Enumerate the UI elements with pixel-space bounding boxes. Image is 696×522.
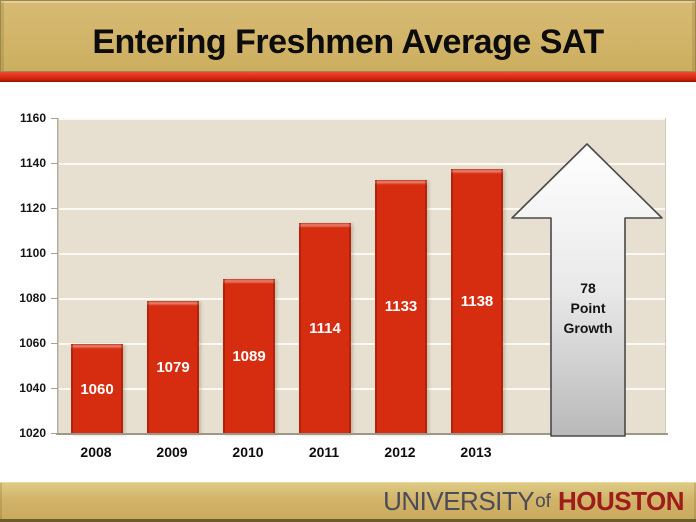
x-axis-label-2012: 2012 bbox=[384, 444, 416, 460]
x-axis-label-2013: 2013 bbox=[460, 444, 492, 460]
bar-value-label: 1060 bbox=[80, 380, 114, 398]
sat-bar-chart: 1060 1079 1089 1114 1133 1138 1020 1040 1060 108… bbox=[0, 92, 696, 472]
growth-line-2: Point bbox=[570, 300, 606, 316]
bar-value-label: 1133 bbox=[384, 298, 418, 316]
y-axis-label-1120: 1120 bbox=[19, 201, 46, 215]
bar-2008: 1060 bbox=[71, 344, 123, 434]
bar-2012: 1133 bbox=[375, 179, 427, 434]
gridline-1140 bbox=[59, 163, 665, 165]
y-axis-label-1060: 1060 bbox=[19, 336, 46, 350]
y-axis-label-1040: 1040 bbox=[19, 381, 46, 395]
y-axis-label-1020: 1020 bbox=[19, 426, 46, 440]
x-axis-label-2011: 2011 bbox=[308, 444, 340, 460]
bar-value-label: 1138 bbox=[460, 292, 494, 310]
gridline-1080 bbox=[59, 298, 665, 300]
x-axis-line bbox=[56, 433, 668, 435]
growth-up-arrow-icon bbox=[511, 143, 663, 437]
y-tick-1020 bbox=[51, 433, 58, 434]
growth-line-3: Growth bbox=[563, 320, 613, 336]
gridline-1060 bbox=[59, 343, 665, 345]
y-tick-1120 bbox=[51, 208, 58, 209]
bar-2011: 1114 bbox=[299, 222, 351, 434]
bar-value-label: 1114 bbox=[309, 319, 341, 337]
y-axis-label-1080: 1080 bbox=[19, 291, 46, 305]
bar-2013: 1138 bbox=[451, 168, 503, 434]
y-tick-1080 bbox=[51, 298, 58, 299]
bar-value-label: 1079 bbox=[156, 359, 190, 377]
x-axis-label-2008: 2008 bbox=[80, 444, 112, 460]
y-tick-1140 bbox=[51, 163, 58, 164]
y-axis-label-1160: 1160 bbox=[19, 111, 46, 125]
brand-of-text: of bbox=[535, 491, 551, 512]
brand-university-text: UNIVERSITY bbox=[383, 485, 535, 516]
footer-brand-bar: UNIVERSITY of HOUSTON bbox=[0, 482, 696, 522]
x-axis-label-2009: 2009 bbox=[156, 444, 188, 460]
gridline-1160 bbox=[59, 118, 665, 120]
growth-annotation: 78 Point Growth bbox=[523, 278, 653, 338]
brand-houston-text: HOUSTON bbox=[557, 485, 685, 516]
gridline-1100 bbox=[59, 253, 665, 255]
bar-2009: 1079 bbox=[147, 301, 199, 434]
x-axis-label-2010: 2010 bbox=[232, 444, 264, 460]
y-axis-label-1100: 1100 bbox=[19, 246, 46, 260]
title-bar: Entering Freshmen Average SAT bbox=[0, 0, 696, 72]
y-tick-1100 bbox=[51, 253, 58, 254]
title-accent-stripe bbox=[0, 72, 696, 82]
y-tick-1040 bbox=[51, 388, 58, 389]
y-axis-line bbox=[57, 118, 58, 433]
y-axis-label-1140: 1140 bbox=[19, 156, 46, 170]
slide-title: Entering Freshmen Average SAT bbox=[92, 23, 604, 61]
bar-2010: 1089 bbox=[223, 278, 275, 434]
y-tick-1060 bbox=[51, 343, 58, 344]
growth-line-1: 78 bbox=[580, 280, 596, 296]
y-tick-1160 bbox=[51, 118, 58, 119]
gridline-1120 bbox=[59, 208, 665, 210]
gridline-1040 bbox=[59, 388, 665, 390]
bar-value-label: 1089 bbox=[232, 347, 266, 365]
